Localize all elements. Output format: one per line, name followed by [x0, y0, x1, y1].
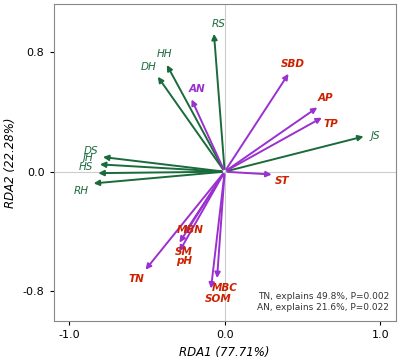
Text: SOM: SOM [205, 294, 232, 304]
Text: RH: RH [74, 186, 89, 196]
Text: HS: HS [79, 162, 93, 172]
X-axis label: RDA1 (77.71%): RDA1 (77.71%) [180, 346, 270, 359]
Text: ST: ST [275, 176, 290, 185]
Text: pH: pH [176, 256, 192, 266]
Text: TN, explains 49.8%, P=0.002
AN, explains 21.6%, P=0.022: TN, explains 49.8%, P=0.002 AN, explains… [257, 292, 389, 312]
Text: DS: DS [84, 146, 98, 156]
Text: RS: RS [212, 19, 225, 29]
Text: MBN: MBN [177, 225, 204, 235]
Text: JH: JH [82, 153, 93, 163]
Y-axis label: RDA2 (22.28%): RDA2 (22.28%) [4, 118, 17, 208]
Text: DH: DH [140, 62, 156, 72]
Text: MBC: MBC [212, 284, 238, 293]
Text: AP: AP [318, 93, 334, 103]
Text: SM: SM [175, 248, 193, 257]
Text: SBD: SBD [281, 59, 305, 69]
Text: HH: HH [156, 49, 172, 58]
Text: TN: TN [128, 274, 144, 284]
Text: JS: JS [371, 131, 380, 141]
Text: AN: AN [188, 85, 205, 94]
Text: TP: TP [323, 119, 338, 129]
